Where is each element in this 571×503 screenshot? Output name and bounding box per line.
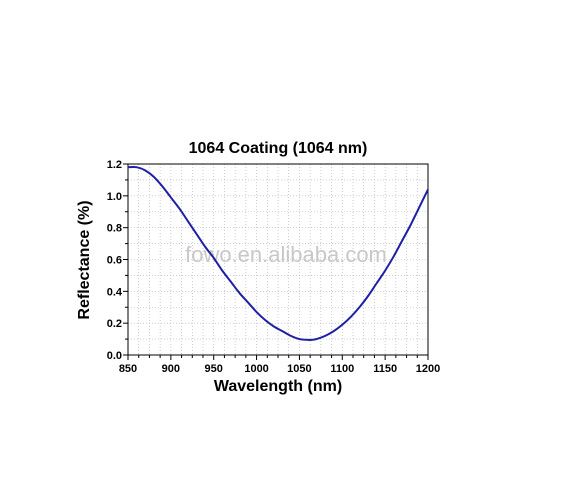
x-tick-label: 1200 <box>416 363 440 375</box>
y-axis-label: Reflectance (%) <box>76 200 93 319</box>
x-tick-label: 1000 <box>244 363 268 375</box>
y-tick-label: 1.2 <box>107 159 122 171</box>
x-tick-label: 1100 <box>330 363 354 375</box>
y-tick-label: 0.8 <box>107 223 122 235</box>
grid <box>128 164 428 355</box>
y-tick-label: 0.6 <box>107 255 122 267</box>
y-tick-label: 0.4 <box>107 286 123 298</box>
chart-title: 1064 Coating (1064 nm) <box>189 140 368 157</box>
y-tick-label: 1.0 <box>107 191 122 203</box>
ticks <box>123 163 429 360</box>
x-tick-label: 850 <box>119 363 137 375</box>
x-axis-label: Wavelength (nm) <box>214 378 342 395</box>
x-tick-label: 900 <box>162 363 180 375</box>
y-tick-label: 0.2 <box>107 318 122 330</box>
x-tick-label: 950 <box>205 363 223 375</box>
series-line <box>127 165 429 341</box>
x-tick-labels: 850 900 950 1000 1050 1100 1150 1200 <box>119 363 440 375</box>
x-tick-label: 1050 <box>287 363 311 375</box>
watermark: fowo.en.alibaba.com <box>185 242 387 267</box>
y-tick-labels: 0.0 0.2 0.4 0.6 0.8 1.0 1.2 <box>107 159 123 362</box>
y-tick-label: 0.0 <box>107 350 122 362</box>
x-tick-label: 1150 <box>373 363 397 375</box>
